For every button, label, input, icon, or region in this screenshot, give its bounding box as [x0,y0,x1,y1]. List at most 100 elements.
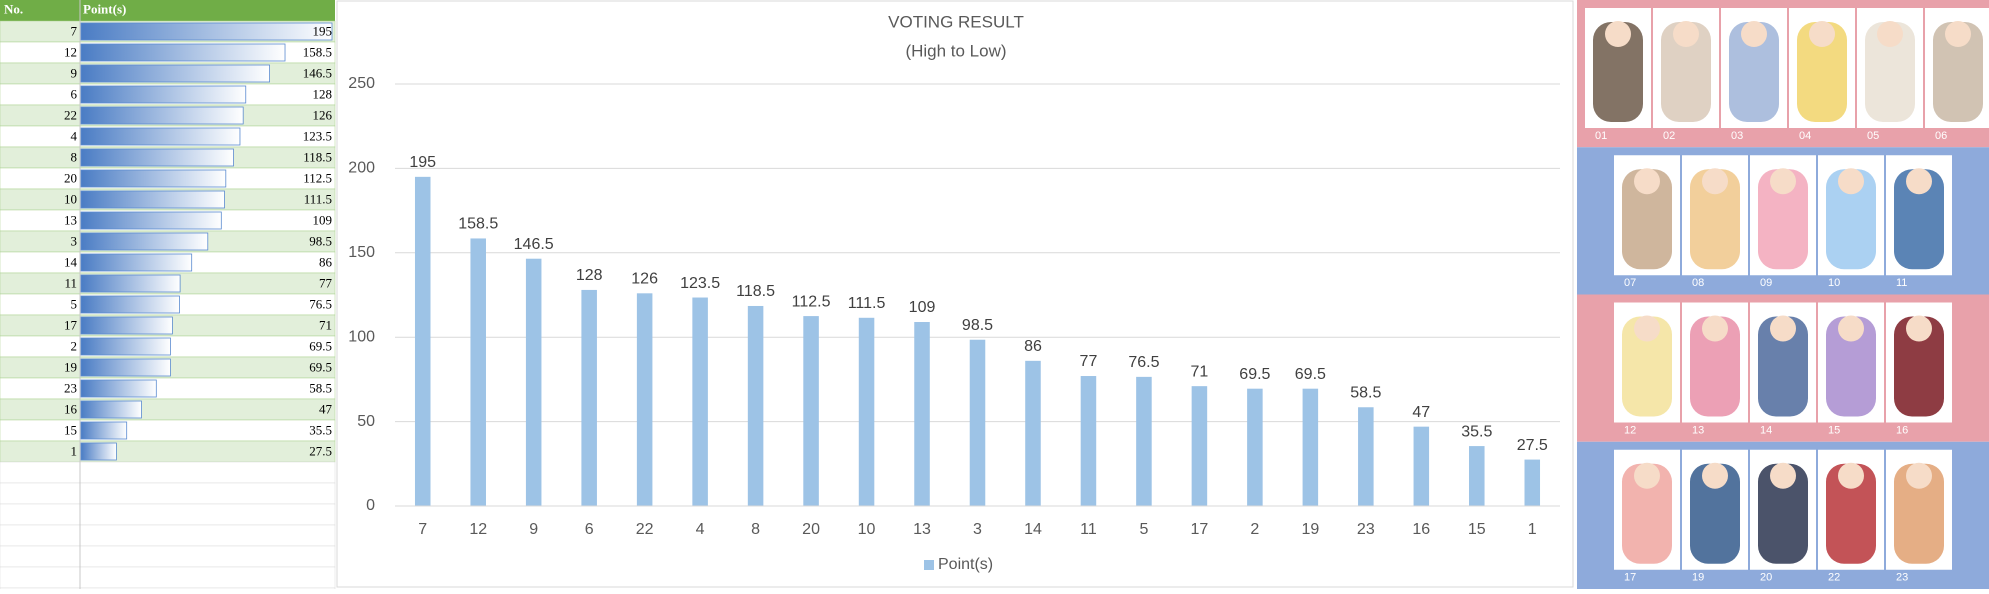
x-tick-label: 6 [585,521,594,538]
data-bar [80,400,142,419]
empty-row [0,482,336,505]
x-tick-label: 9 [529,521,538,538]
data-bar [80,43,286,62]
cell-no: 16 [64,401,78,416]
thumbnail-label: 15 [1828,424,1840,436]
data-bar [80,169,227,188]
cell-no: 23 [64,380,77,395]
bar [1191,386,1208,506]
x-tick-label: 7 [418,521,427,538]
cell-points: 195 [313,23,333,38]
cell-points: 123.5 [303,128,332,143]
table-row [0,419,336,442]
data-bar [80,148,234,167]
data-label: 71 [1191,363,1209,380]
cell-points: 77 [319,275,333,290]
thumbnail-head [1702,462,1728,489]
data-bar [80,232,209,251]
thumbnail-image [1661,22,1711,122]
thumbnail-image [1690,316,1740,417]
table-row [0,377,336,400]
thumbnail-image [1593,22,1643,122]
x-tick-label: 10 [858,521,876,538]
x-tick-label: 13 [913,521,931,538]
cell-points: 126 [313,107,333,122]
data-label: 128 [576,267,603,284]
y-tick-label: 150 [348,244,375,261]
thumbnail-label: 07 [1624,277,1636,289]
table-row [0,440,336,463]
thumbnail-head [1673,21,1699,47]
x-tick-label: 22 [636,521,654,538]
cell-no: 13 [64,212,77,227]
thumbnail-image [1758,463,1808,564]
x-tick-label: 1 [1528,521,1537,538]
thumbnail-head [1770,168,1796,195]
cell-points: 35.5 [309,422,332,437]
bar [1413,426,1430,506]
thumbnail-image [1826,463,1876,564]
thumbnail-image [1933,22,1983,122]
data-label: 158.5 [458,216,498,233]
cell-no: 5 [71,296,78,311]
thumbnail-image [1758,169,1808,270]
data-label: 98.5 [962,317,993,334]
empty-row [0,461,336,484]
thumbnail-head [1634,462,1660,489]
data-label: 27.5 [1517,437,1548,454]
x-tick-label: 16 [1412,521,1430,538]
cell-no: 17 [64,317,78,332]
data-bar [80,106,244,125]
cell-points: 71 [319,317,332,332]
thumbnail-image [1690,463,1740,564]
bar [747,305,764,506]
data-bar [80,85,247,104]
thumbnail-head [1702,315,1728,342]
legend-label: Point(s) [938,556,993,573]
cell-no: 8 [71,149,78,164]
x-tick-label: 5 [1139,521,1148,538]
chart-subtitle: (High to Low) [905,41,1006,60]
data-bar [80,64,270,83]
thumbnail-label: 16 [1896,424,1908,436]
thumbnail-head [1809,21,1835,47]
thumbnail-image [1729,22,1779,122]
thumbnail-label: 17 [1624,572,1636,584]
thumbnail-head [1838,462,1864,489]
table-row [0,398,336,421]
cell-no: 7 [71,23,78,38]
column-header: No. [4,1,23,16]
thumbnail-head [1906,168,1932,195]
thumbnail-label: 13 [1692,424,1704,436]
bar [692,297,708,506]
data-bar [80,295,180,314]
thumbnail-label: 19 [1692,572,1704,584]
bar [1080,376,1097,506]
cell-points: 27.5 [309,443,332,458]
data-bar [80,442,117,461]
data-label: 76.5 [1128,354,1159,371]
cell-points: 69.5 [309,359,332,374]
y-tick-label: 0 [366,497,375,514]
thumbnail-image [1826,169,1876,270]
chart-area [336,0,1574,588]
empty-row [0,524,336,547]
data-bar [80,211,222,230]
thumbnail-image [1622,463,1672,564]
thumbnail-label: 05 [1867,130,1879,142]
thumbnail-head [1945,21,1971,47]
bar [414,176,431,506]
cell-points: 158.5 [303,44,332,59]
x-tick-label: 12 [469,521,487,538]
data-label: 146.5 [514,236,554,253]
thumbnail-label: 14 [1760,424,1772,436]
thumbnail-image [1826,316,1876,417]
cell-points: 146.5 [303,65,332,80]
data-label: 118.5 [736,283,775,300]
cell-no: 12 [64,44,77,59]
bar [1358,407,1374,506]
cell-no: 6 [71,86,78,101]
thumbnail-image [1758,316,1808,417]
thumbnail-head [1906,315,1932,342]
thumbnail-image [1894,169,1944,270]
